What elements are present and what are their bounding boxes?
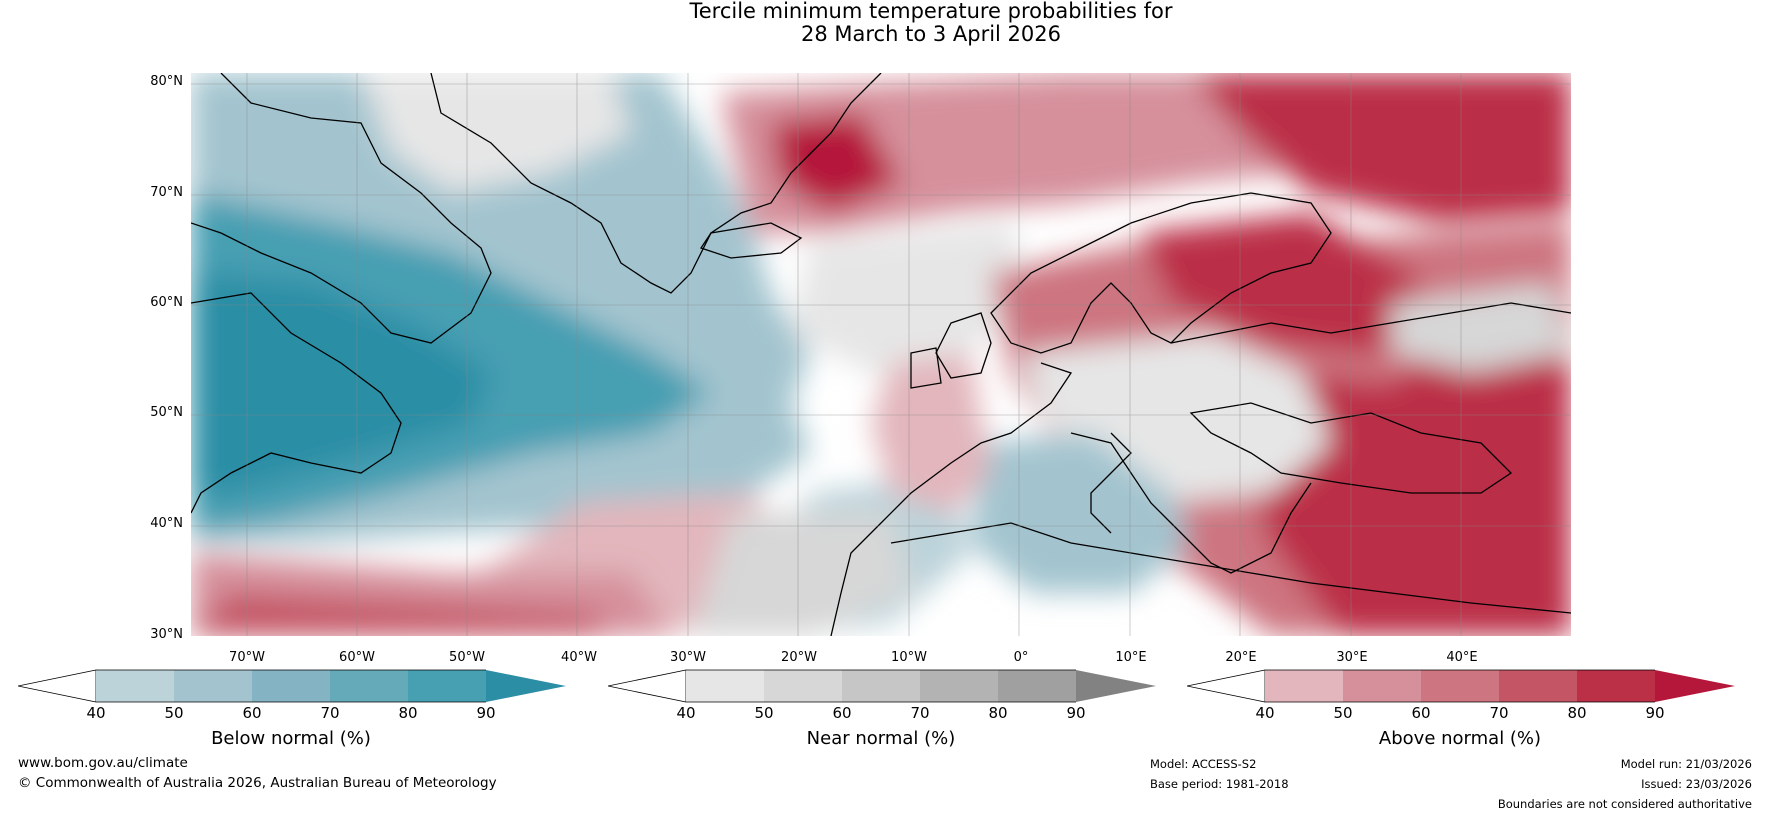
base-period: Base period: 1981-2018 [1150,777,1289,791]
lat-label-50n: 50°N [150,405,183,420]
above-tick-40: 40 [1255,704,1275,722]
map-canvas [191,73,1571,636]
lat-label-30n: 30°N [150,627,183,642]
copyright-text: © Commonwealth of Australia 2026, Austra… [18,775,497,791]
website-link[interactable]: www.bom.gov.au/climate [18,755,188,771]
above-swatch-50 [1343,670,1421,702]
coastlines [191,73,1571,636]
below-swatch-70 [330,670,408,702]
below-swatch-80 [408,670,486,702]
lat-label-70n: 70°N [150,185,183,200]
boundaries-disclaimer: Boundaries are not considered authoritat… [1497,797,1752,811]
below-tick-80: 80 [398,704,418,722]
above-extend-low [1187,669,1266,703]
above-tick-90: 90 [1645,704,1665,722]
below-tick-40: 40 [86,704,106,722]
model-name: Model: ACCESS-S2 [1150,757,1257,771]
lat-label-80n: 80°N [150,74,183,89]
above-swatch-70 [1499,670,1577,702]
near-tick-80: 80 [988,704,1008,722]
lon-label-20w: 20°W [781,650,817,665]
near-swatch-80 [998,670,1076,702]
above-swatch-80 [1577,670,1655,702]
below-swatch-50 [174,670,252,702]
near-tick-60: 60 [832,704,852,722]
above-extend-high [1655,670,1735,702]
below-tick-60: 60 [242,704,262,722]
below-swatch-60 [252,670,330,702]
near-swatch-40 [686,670,764,702]
below-normal-colorbar [18,669,566,703]
probability-map[interactable] [191,73,1571,636]
below-normal-title: Below normal (%) [211,728,371,749]
lon-label-30w: 30°W [670,650,706,665]
above-normal-title: Above normal (%) [1378,728,1542,749]
near-normal-title: Near normal (%) [806,728,956,749]
near-swatch-60 [842,670,920,702]
near-swatch-50 [764,670,842,702]
near-tick-90: 90 [1066,704,1086,722]
near-extend-low [608,669,687,703]
title-line-1: Tercile minimum temperature probabilitie… [689,0,1173,23]
lon-label-40e: 40°E [1446,650,1478,665]
above-tick-70: 70 [1489,704,1509,722]
above-swatch-40 [1265,670,1343,702]
below-tick-90: 90 [476,704,496,722]
model-run-date: Model run: 21/03/2026 [1620,757,1752,771]
below-extend-low [18,669,97,703]
lon-label-20e: 20°E [1225,650,1257,665]
near-normal-colorbar [608,669,1156,703]
above-tick-80: 80 [1567,704,1587,722]
graticule [191,73,1571,636]
lat-label-40n: 40°N [150,516,183,531]
lon-label-10e: 10°E [1115,650,1147,665]
map-title: Tercile minimum temperature probabilitie… [0,0,1770,46]
near-extend-high [1076,670,1156,702]
lon-label-10w: 10°W [891,650,927,665]
near-tick-50: 50 [754,704,774,722]
lon-label-40w: 40°W [561,650,597,665]
lat-label-60n: 60°N [150,295,183,310]
title-line-2: 28 March to 3 April 2026 [801,22,1061,46]
above-tick-50: 50 [1333,704,1353,722]
lon-label-50w: 50°W [449,650,485,665]
below-tick-70: 70 [320,704,340,722]
below-swatch-40 [96,670,174,702]
probability-field [191,73,1571,636]
above-tick-60: 60 [1411,704,1431,722]
lon-label-30e: 30°E [1336,650,1368,665]
near-swatch-70 [920,670,998,702]
lon-label-70w: 70°W [229,650,265,665]
near-tick-40: 40 [676,704,696,722]
issued-date: Issued: 23/03/2026 [1641,777,1752,791]
below-tick-50: 50 [164,704,184,722]
below-extend-high [486,670,566,702]
near-tick-70: 70 [910,704,930,722]
above-normal-colorbar [1187,669,1735,703]
lon-label-0: 0° [1013,650,1029,665]
above-swatch-60 [1421,670,1499,702]
lon-label-60w: 60°W [339,650,375,665]
